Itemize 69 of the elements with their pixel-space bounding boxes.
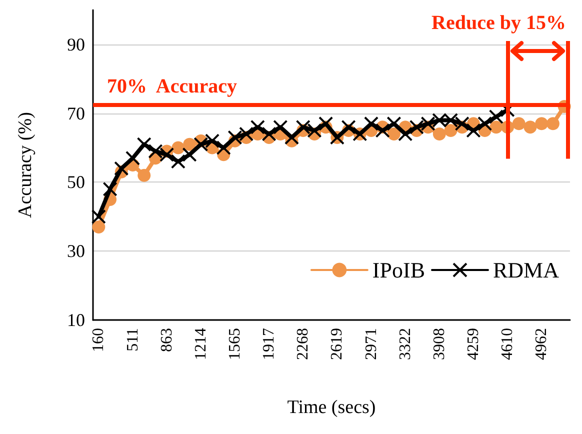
point	[421, 116, 436, 131]
point	[386, 116, 401, 131]
x-tick-label: 2971	[362, 328, 380, 360]
annotation: Reduce by 15%	[432, 12, 566, 35]
point	[138, 168, 151, 182]
point	[318, 116, 333, 131]
y-axis-title: Accuracy (%)	[15, 112, 36, 218]
point	[205, 134, 220, 148]
point	[172, 141, 185, 154]
point	[296, 120, 310, 134]
point	[490, 120, 503, 134]
point	[512, 117, 526, 130]
x-tick-label: 1214	[192, 328, 210, 360]
x-tick-label: 863	[158, 328, 176, 352]
point	[307, 124, 322, 138]
point	[524, 120, 537, 134]
point	[250, 120, 265, 134]
x-tick-label: 3322	[396, 328, 414, 360]
point	[364, 116, 378, 131]
x-tick-label: 1917	[260, 328, 278, 360]
point	[216, 140, 231, 155]
point	[444, 124, 458, 138]
x-tick-label: 4610	[499, 328, 516, 360]
point	[182, 148, 197, 162]
x-tick-label: 4962	[533, 328, 550, 360]
point	[92, 220, 106, 234]
x-tick-label: 4259	[464, 328, 482, 360]
point	[183, 138, 196, 151]
point	[114, 161, 128, 176]
point	[194, 137, 208, 152]
point	[455, 116, 470, 131]
y-tick-label: 50	[67, 172, 85, 192]
point	[273, 120, 288, 134]
y-tick-label: 10	[67, 310, 85, 330]
y-tick-label: 90	[67, 34, 85, 54]
point	[92, 210, 106, 224]
x-tick-label: 1565	[226, 328, 244, 360]
legend-label: IPoIB	[372, 258, 425, 282]
point	[478, 116, 492, 131]
point	[489, 110, 504, 124]
point	[410, 120, 424, 134]
point	[466, 124, 480, 138]
point	[160, 148, 174, 162]
point	[171, 154, 186, 169]
point	[262, 127, 276, 141]
x-tick-label: 3908	[430, 328, 448, 360]
x-tick-label: 511	[124, 328, 142, 352]
point	[398, 127, 412, 141]
point	[546, 117, 560, 130]
point	[137, 137, 152, 152]
x-tick-label: 160	[90, 328, 108, 352]
point	[387, 128, 400, 140]
x-tick-label: 2268	[294, 328, 312, 360]
point	[103, 182, 118, 196]
point	[342, 120, 356, 134]
point	[228, 130, 242, 144]
ref-line-label: 70% Accuracy	[107, 76, 237, 98]
point	[432, 128, 446, 140]
point	[239, 127, 254, 141]
point	[376, 124, 390, 138]
legend-label: RDMA	[492, 258, 560, 282]
point	[126, 151, 140, 166]
x-axis-title: Time (secs)	[287, 397, 376, 418]
point	[535, 117, 548, 130]
y-tick-label: 70	[67, 103, 85, 124]
point	[148, 144, 162, 158]
y-tick-label: 30	[67, 241, 85, 262]
point	[444, 113, 458, 128]
x-tick-label: 2619	[328, 328, 346, 360]
